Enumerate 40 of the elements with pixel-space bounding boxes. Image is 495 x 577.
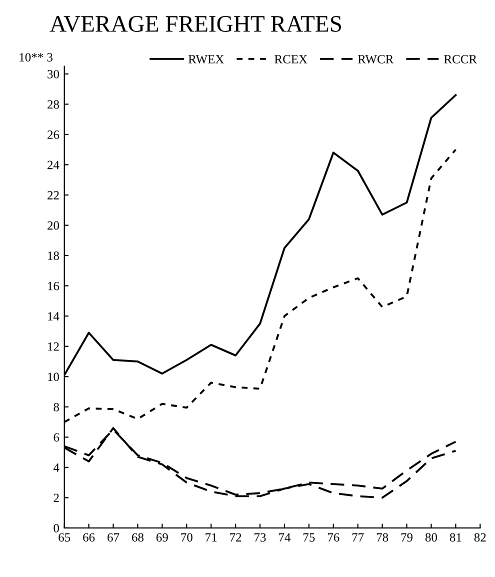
- x-tick-label: 67: [108, 533, 120, 542]
- x-tick-label: 75: [304, 533, 315, 542]
- x-tick-label: 68: [132, 533, 144, 542]
- y-tick-label: 18: [48, 252, 60, 260]
- x-tick-label: 80: [425, 533, 438, 542]
- x-tick-label: 71: [206, 533, 217, 542]
- x-tick-label: 79: [401, 533, 413, 542]
- y-tick-label: 28: [48, 100, 60, 109]
- y-tick-label: 4: [53, 464, 60, 472]
- x-tick-label: 81: [450, 533, 462, 542]
- y-tick-label: 8: [54, 402, 60, 412]
- legend-label: RWCR: [358, 55, 394, 64]
- y-tick-label: 24: [48, 160, 60, 170]
- x-tick-label: 73: [254, 533, 266, 542]
- y-tick-label: 22: [48, 191, 59, 200]
- chart-title: AVERAGE FREIGHT RATES: [50, 16, 342, 32]
- x-tick-label: 69: [156, 533, 168, 542]
- legend-label: RCCR: [444, 55, 478, 64]
- y-tick-label: 2: [54, 494, 59, 502]
- y-tick-label: 0: [54, 524, 60, 532]
- x-tick-label: 76: [328, 533, 340, 542]
- x-tick-label: 66: [83, 533, 95, 542]
- y-tick-label: 20: [48, 221, 60, 230]
- x-tick-label: 72: [230, 533, 242, 542]
- x-tick-label: 74: [279, 533, 291, 542]
- legend-label: RCEX: [274, 55, 308, 64]
- y-tick-label: 26: [48, 130, 60, 139]
- x-tick-label: 65: [58, 533, 70, 542]
- legend-label: RWEX: [188, 55, 224, 64]
- x-tick-label: 82: [474, 533, 486, 542]
- x-tick-label: 77: [352, 533, 364, 542]
- y-tick-label: 12: [48, 342, 59, 351]
- y-tick-label: 6: [54, 433, 60, 442]
- y-tick-label: 30: [48, 70, 60, 78]
- y-axis-title: 10** 3: [20, 53, 52, 62]
- y-tick-label: 14: [48, 312, 60, 320]
- y-tick-label: 10: [48, 372, 60, 382]
- x-tick-label: 78: [376, 533, 388, 542]
- y-tick-label: 16: [48, 282, 60, 290]
- x-tick-label: 70: [181, 533, 192, 542]
